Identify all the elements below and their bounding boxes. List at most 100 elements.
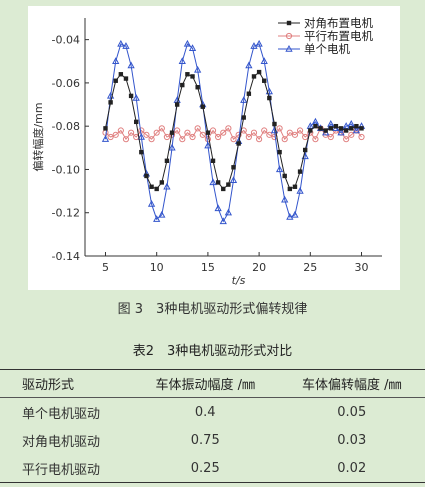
data-point-1 xyxy=(266,131,273,138)
data-point-0 xyxy=(323,128,328,133)
data-point-2 xyxy=(337,128,345,136)
table-caption: 表2 3种电机驱动形式对比 xyxy=(132,344,293,359)
data-point-0 xyxy=(272,121,277,127)
data-point-0 xyxy=(134,119,139,125)
data-point-0 xyxy=(118,72,124,77)
data-point-0 xyxy=(139,149,144,155)
data-point-2 xyxy=(204,141,212,149)
data-point-1 xyxy=(215,133,222,141)
data-point-2 xyxy=(286,212,294,220)
data-point-1 xyxy=(194,125,201,132)
data-point-1 xyxy=(153,129,160,136)
y-tick-label: -0.12 xyxy=(52,207,80,220)
x-tick-label: 15 xyxy=(201,261,215,274)
cell-vibration: 0.75 xyxy=(190,432,220,448)
x-tick-label: 10 xyxy=(150,261,164,274)
data-point-0 xyxy=(251,74,257,79)
y-tick-label: -0.06 xyxy=(52,77,80,90)
data-point-2 xyxy=(137,132,145,140)
y-tick-label: -0.14 xyxy=(52,250,80,263)
data-point-0 xyxy=(236,141,241,146)
data-point-1 xyxy=(127,129,135,136)
data-point-0 xyxy=(128,93,134,99)
legend-marker-1 xyxy=(285,32,293,40)
data-point-1 xyxy=(112,131,119,138)
data-point-1 xyxy=(220,129,227,136)
data-point-2 xyxy=(224,208,233,216)
data-point-1 xyxy=(250,129,258,136)
data-point-1 xyxy=(256,136,263,143)
data-point-2 xyxy=(296,187,304,194)
data-point-1 xyxy=(117,127,124,134)
data-point-2 xyxy=(352,126,361,134)
data-point-0 xyxy=(308,128,313,133)
data-point-1 xyxy=(276,125,283,132)
data-point-2 xyxy=(101,135,110,142)
data-point-2 xyxy=(122,42,130,49)
data-point-0 xyxy=(159,180,165,185)
legend-marker-0 xyxy=(286,20,292,26)
data-point-0 xyxy=(282,173,287,179)
data-point-1 xyxy=(296,127,304,134)
data-point-2 xyxy=(260,57,268,64)
data-point-2 xyxy=(245,61,253,69)
table-row: 平行电机驱动 0.25 0.02 xyxy=(0,454,425,483)
data-point-2 xyxy=(240,96,248,103)
data-point-0 xyxy=(190,74,195,79)
data-point-1 xyxy=(107,133,114,141)
data-point-0 xyxy=(241,115,246,120)
legend-label-1: 平行布置电机 xyxy=(304,29,373,43)
data-point-0 xyxy=(338,126,344,131)
data-point-1 xyxy=(184,129,191,136)
data-point-0 xyxy=(205,130,211,135)
data-point-1 xyxy=(291,131,299,138)
data-point-1 xyxy=(312,136,319,143)
cell-vibration: 0.4 xyxy=(194,404,216,420)
data-point-0 xyxy=(256,69,262,75)
header-deflection: 车体偏转幅度 /㎜ xyxy=(278,369,425,398)
data-point-0 xyxy=(164,158,170,163)
data-point-2 xyxy=(183,39,192,47)
data-point-0 xyxy=(297,169,303,174)
data-point-0 xyxy=(328,126,333,131)
data-point-2 xyxy=(194,65,202,73)
data-point-0 xyxy=(103,126,108,131)
data-point-1 xyxy=(199,131,206,138)
data-point-0 xyxy=(287,186,293,192)
y-tick-label: -0.08 xyxy=(52,120,80,133)
table-row: 对角电机驱动 0.75 0.03 xyxy=(0,426,425,454)
cell-deflection: 0.03 xyxy=(337,432,367,448)
legend-label-2: 单个电机 xyxy=(304,42,350,56)
data-point-2 xyxy=(219,217,227,225)
data-point-2 xyxy=(153,215,161,222)
x-tick-label: 25 xyxy=(303,261,317,274)
data-point-2 xyxy=(214,204,222,212)
data-point-0 xyxy=(154,186,159,192)
cell-vibration: 0.25 xyxy=(190,460,220,476)
data-point-0 xyxy=(359,126,364,131)
data-point-0 xyxy=(200,104,205,109)
data-point-1 xyxy=(230,136,237,143)
data-point-2 xyxy=(158,210,166,218)
deflection-figure: -0.04 -0.06 -0.08 -0.10 -0.12 -0.14 5 10 15 20 25 3… xyxy=(28,6,400,290)
data-point-0 xyxy=(354,123,359,129)
data-point-0 xyxy=(215,180,221,185)
data-point-0 xyxy=(174,102,180,107)
data-point-1 xyxy=(158,125,165,132)
deflection-chart: -0.04 -0.06 -0.08 -0.10 -0.12 -0.14 5 10 15 20 25 3… xyxy=(31,16,382,287)
data-point-1 xyxy=(148,136,155,143)
data-point-1 xyxy=(189,133,196,141)
data-point-0 xyxy=(313,123,318,129)
data-point-0 xyxy=(302,147,308,153)
cell-drive-type: 单个电机驱动 xyxy=(22,406,101,422)
data-point-0 xyxy=(277,149,282,155)
header-drive-type: 驱动形式 xyxy=(0,369,132,398)
data-point-0 xyxy=(108,100,113,105)
data-point-2 xyxy=(291,210,299,218)
x-tick-label: 5 xyxy=(102,261,109,274)
legend-label-0: 对角布置电机 xyxy=(304,16,373,30)
data-point-0 xyxy=(210,158,216,163)
data-point-0 xyxy=(144,173,149,179)
y-tick-label: -0.04 xyxy=(52,34,80,47)
legend-marker-2 xyxy=(285,44,293,52)
